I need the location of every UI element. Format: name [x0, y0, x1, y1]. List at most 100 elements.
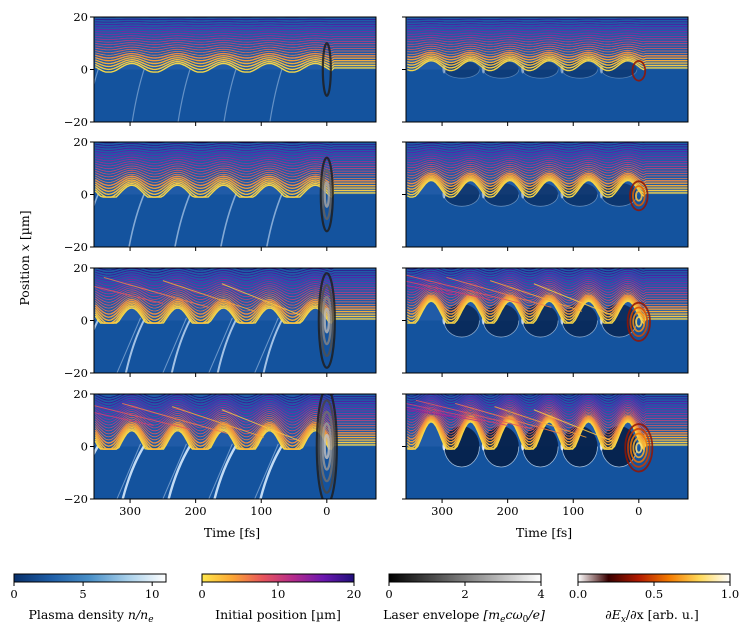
axes-labels: Position x [µm] Time [fs] Time [fs]	[17, 210, 572, 540]
wake-ridge	[94, 318, 100, 332]
electron-trajectory	[407, 32, 688, 35]
bubble-sheath	[561, 446, 598, 468]
electron-trajectory	[95, 18, 376, 21]
wake-ridge-secondary	[116, 317, 142, 373]
electron-trajectory	[95, 400, 376, 412]
wake-ridge-secondary	[116, 443, 142, 499]
electron-trajectory	[407, 155, 688, 161]
wake-ridge	[174, 192, 192, 247]
x-axis-label-right: Time [fs]	[516, 525, 572, 540]
bubble-sheath	[601, 320, 638, 338]
electron-trajectory	[407, 167, 688, 176]
electron-trajectory	[407, 37, 688, 40]
electron-trajectory	[407, 165, 688, 174]
trapped-electron-trajectory	[533, 409, 613, 442]
electron-trajectory	[407, 153, 688, 158]
colorbar-tick-label: 5	[79, 587, 86, 601]
x-tick-label: 0	[635, 504, 642, 518]
wake-bubble	[562, 303, 598, 338]
panel-r2-c1: 20 0 −20	[64, 135, 377, 254]
laser-envelope-contour	[321, 168, 332, 221]
electron-trajectory	[407, 408, 688, 426]
electron-trajectory	[95, 37, 376, 40]
wake-ridge	[216, 318, 238, 373]
bubble-sheath	[601, 194, 638, 207]
electron-trajectory	[95, 23, 376, 25]
panel-content	[94, 142, 376, 247]
wake-bubble	[522, 303, 559, 338]
panel-content	[406, 268, 688, 373]
electron-trajectory	[95, 394, 376, 404]
wake-ridge-secondary	[162, 317, 187, 373]
electron-trajectory	[95, 42, 376, 46]
laser-envelope-contour	[323, 307, 330, 334]
colorbar-tick-label: 0	[10, 587, 17, 601]
x-tick-label: 300	[431, 504, 453, 518]
trapped-electron-trajectory	[406, 280, 491, 300]
bubble-sheath	[522, 446, 559, 468]
electron-trajectory	[407, 144, 688, 148]
electron-trajectory	[407, 23, 688, 25]
laser-envelope-contour	[323, 433, 330, 460]
wake-ridge	[121, 444, 146, 499]
electron-trajectory	[95, 33, 376, 36]
colorbar-tick-label: 0	[198, 587, 205, 601]
wake-ridge	[269, 67, 283, 122]
y-axis-label-var: x	[17, 244, 32, 251]
x-tick-label: 100	[562, 504, 584, 518]
electron-trajectory	[407, 397, 688, 410]
laser-envelope-contour	[321, 42, 332, 97]
electron-trajectory	[406, 177, 688, 193]
electron-trajectory	[407, 272, 688, 280]
wake-ridge	[220, 192, 238, 247]
laser-envelope-contour	[632, 185, 646, 207]
laser-envelope-contour	[319, 283, 334, 358]
electron-trajectory	[407, 270, 688, 278]
laser-envelope-contour	[629, 180, 649, 212]
colorbar-density-label-var: n/n	[128, 607, 148, 622]
colorbars: 0 5 10 0 10 20 0 2 4 0.0 0.5 1.0	[10, 573, 739, 601]
trapped-electron-trajectory	[406, 408, 456, 419]
electron-trajectory	[407, 51, 688, 58]
trapped-electron-trajectory	[103, 276, 209, 308]
electron-trajectory	[407, 399, 688, 413]
electron-trajectory	[407, 56, 688, 66]
electron-trajectory	[407, 25, 688, 28]
bubble-sheath	[522, 69, 559, 79]
colorbar-laser-label-math: [m	[483, 607, 500, 622]
colorbar-field-label-rest: /∂x [arb. u.]	[626, 607, 699, 622]
electron-trajectory	[407, 39, 688, 43]
electron-trajectory	[407, 169, 688, 179]
trapped-electron-trajectory	[94, 405, 191, 430]
electron-trajectory	[407, 59, 688, 72]
wake-ridge	[223, 67, 237, 122]
electron-trajectory	[95, 147, 376, 151]
trapped-electron-trajectory	[533, 283, 613, 316]
y-tick-label: 20	[73, 135, 88, 149]
electron-trajectory	[407, 405, 688, 421]
colorbar-tick-label: 20	[347, 587, 362, 601]
colorbar-3: 0 2 4	[385, 573, 545, 601]
electron-trajectory	[95, 163, 376, 170]
colorbar-initial-position-label: Initial position [µm]	[215, 607, 341, 622]
electron-trajectory	[95, 154, 376, 159]
electron-trajectory	[407, 274, 688, 283]
electron-trajectory	[407, 30, 688, 33]
wake-bubble	[601, 426, 637, 467]
x-axis-label-left: Time [fs]	[204, 525, 260, 540]
wake-ridge-secondary	[162, 443, 187, 499]
wake-ridge	[177, 67, 191, 122]
panel-content	[406, 142, 688, 247]
colorbar-density-label: Plasma density n/ne	[28, 607, 153, 625]
wake-ridge	[131, 67, 146, 122]
y-axis-label-prefix: Position	[17, 251, 32, 305]
y-tick-label: −20	[64, 366, 88, 380]
panel-r2-c2	[402, 141, 689, 251]
colorbar-laser-label-text: Laser envelope	[383, 607, 483, 622]
colorbar-laser-label-sub: e	[500, 615, 505, 625]
electron-trajectory	[407, 146, 688, 151]
electron-trajectory	[407, 161, 688, 169]
electron-trajectory	[95, 274, 376, 281]
trapped-electron-trajectory	[171, 406, 265, 438]
